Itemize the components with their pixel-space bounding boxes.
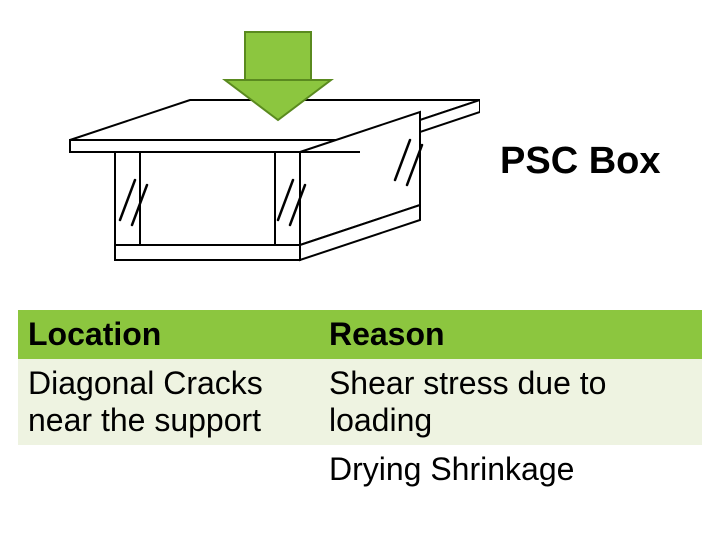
col-header-reason: Reason [319, 310, 702, 359]
cell-location: Diagonal Cracks near the support [18, 359, 319, 445]
table-row: Diagonal Cracks near the support Shear s… [18, 359, 702, 445]
table-row: Drying Shrinkage [18, 445, 702, 494]
cell-location [18, 445, 319, 494]
col-header-location: Location [18, 310, 319, 359]
crack-table: Location Reason Diagonal Cracks near the… [18, 310, 702, 494]
psc-box-diagram [60, 20, 480, 280]
cell-reason: Shear stress due to loading [319, 359, 702, 445]
cell-reason: Drying Shrinkage [319, 445, 702, 494]
psc-box-svg [60, 20, 480, 280]
diagram-title: PSC Box [500, 140, 660, 183]
table-header-row: Location Reason [18, 310, 702, 359]
